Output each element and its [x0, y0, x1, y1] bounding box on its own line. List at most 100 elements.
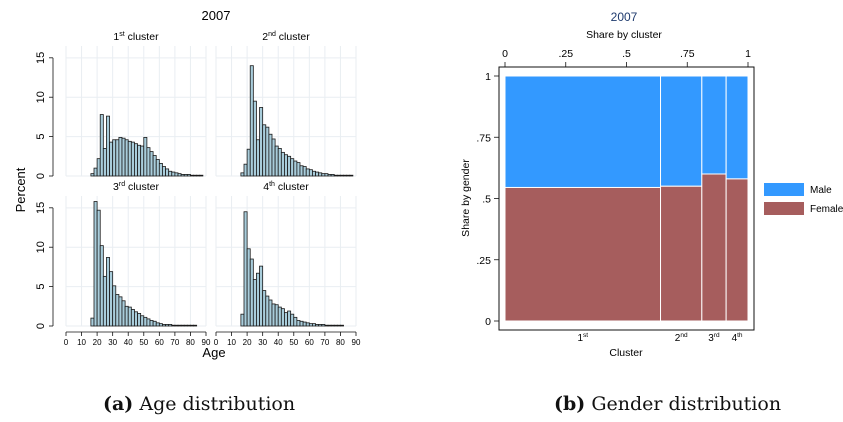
panel-title: 4th cluster	[263, 181, 309, 193]
histogram-bar	[340, 174, 344, 177]
female-tile	[504, 186, 662, 322]
histogram-bar	[158, 162, 163, 177]
histogram-bar	[174, 172, 179, 177]
legend-label: Male	[810, 185, 832, 196]
histogram-bar	[287, 310, 292, 327]
histogram-bar	[296, 320, 301, 327]
x-tick-label: 50	[289, 338, 298, 347]
histogram-bar	[190, 174, 194, 177]
histogram-bar	[249, 258, 254, 327]
histogram-bar	[112, 139, 117, 177]
histogram-bar	[336, 324, 341, 327]
histogram-bar	[143, 316, 148, 327]
histogram-panel: 2nd cluster	[215, 31, 357, 177]
histogram-bar	[293, 316, 298, 327]
histogram-bar	[162, 324, 166, 327]
histogram-bar	[180, 324, 185, 327]
histogram-bar	[271, 303, 276, 327]
cluster-label: 2nd	[675, 332, 688, 344]
histogram-bar	[302, 321, 307, 327]
histogram-bar	[93, 201, 98, 327]
histogram-bar	[124, 139, 129, 177]
male-tile	[660, 75, 703, 187]
top-axis-tick-label: .75	[680, 48, 695, 60]
histogram-bar	[274, 304, 279, 327]
histogram-bar	[96, 158, 101, 177]
histogram-bar	[240, 172, 245, 177]
histogram-bar	[318, 172, 323, 177]
x-tick-label: 50	[139, 338, 148, 347]
histogram-bar	[336, 174, 341, 177]
caption-a-text: Age distribution	[139, 393, 296, 415]
panel-background	[216, 196, 356, 326]
histogram-bar	[190, 324, 194, 327]
gender-chart-xlabel: Cluster	[609, 347, 643, 359]
histogram-bar	[246, 148, 251, 177]
histogram-bar	[330, 324, 335, 327]
histogram-bar	[290, 158, 295, 177]
female-tile	[701, 173, 727, 322]
histogram-bar	[321, 324, 326, 327]
cluster-label: 3rd	[708, 332, 720, 344]
histogram-bar	[168, 324, 173, 327]
histogram-bar	[118, 136, 123, 177]
histogram-bar	[99, 245, 104, 327]
histogram-bar	[199, 174, 204, 177]
top-axis-tick-label: .25	[558, 48, 573, 60]
histogram-bar	[302, 166, 307, 177]
y-tick-label: 15	[35, 52, 47, 64]
histogram-bar	[109, 271, 114, 327]
male-tile	[725, 75, 749, 180]
x-tick-label: 0	[64, 338, 69, 347]
histogram-bar	[140, 315, 145, 327]
histogram-bar	[137, 144, 142, 177]
histogram-bar	[330, 174, 335, 177]
histogram-bar	[115, 294, 120, 327]
age-distribution-chart: 2007 Percent Age 1st cluster 0 5 10 15 2nd cl…	[13, 8, 361, 360]
histogram-bar	[155, 322, 160, 327]
histogram-bar	[165, 324, 170, 327]
histogram-bar	[343, 174, 348, 177]
histogram-bar	[102, 148, 107, 177]
histogram-bar	[165, 168, 170, 177]
histogram-bar	[293, 160, 298, 177]
cluster-label: 4th	[732, 332, 743, 344]
x-tick-label: 0	[214, 338, 219, 347]
histogram-bar	[137, 312, 142, 327]
histogram-bar	[315, 171, 320, 177]
histogram-bar	[284, 312, 288, 327]
x-tick-label: 60	[305, 338, 314, 347]
gender-chart-ylabel: Share by gender	[460, 159, 472, 237]
histogram-bar	[277, 148, 282, 177]
caption-b-label: (b)	[554, 393, 586, 415]
x-tick-label: 80	[186, 338, 195, 347]
histogram-bar	[308, 169, 313, 177]
histogram-bar	[177, 324, 182, 327]
histogram-bar	[287, 155, 292, 177]
x-tick-label: 60	[155, 338, 164, 347]
histogram-bar	[99, 114, 104, 177]
histogram-bar	[171, 171, 176, 177]
histogram-bar	[284, 154, 288, 177]
histogram-bar	[243, 211, 248, 327]
histogram-bar	[349, 174, 354, 177]
histogram-bar	[152, 320, 157, 327]
legend-swatch	[764, 183, 804, 196]
histogram-bar	[243, 163, 248, 177]
caption-b-text: Gender distribution	[591, 393, 782, 415]
x-tick-label: 10	[227, 338, 236, 347]
histogram-bar	[315, 324, 320, 327]
histogram-bar	[109, 141, 114, 177]
histogram-bar	[115, 139, 120, 177]
histogram-bar	[106, 115, 110, 177]
histogram-bar	[183, 174, 188, 177]
histogram-bar	[140, 145, 145, 177]
histogram-bar	[93, 167, 98, 177]
histogram-bar	[155, 159, 160, 177]
histogram-bar	[340, 324, 344, 327]
histogram-bar	[308, 323, 313, 327]
histogram-bar	[324, 324, 329, 327]
top-axis-tick-label: 1	[745, 48, 751, 60]
histogram-bar	[259, 265, 264, 327]
